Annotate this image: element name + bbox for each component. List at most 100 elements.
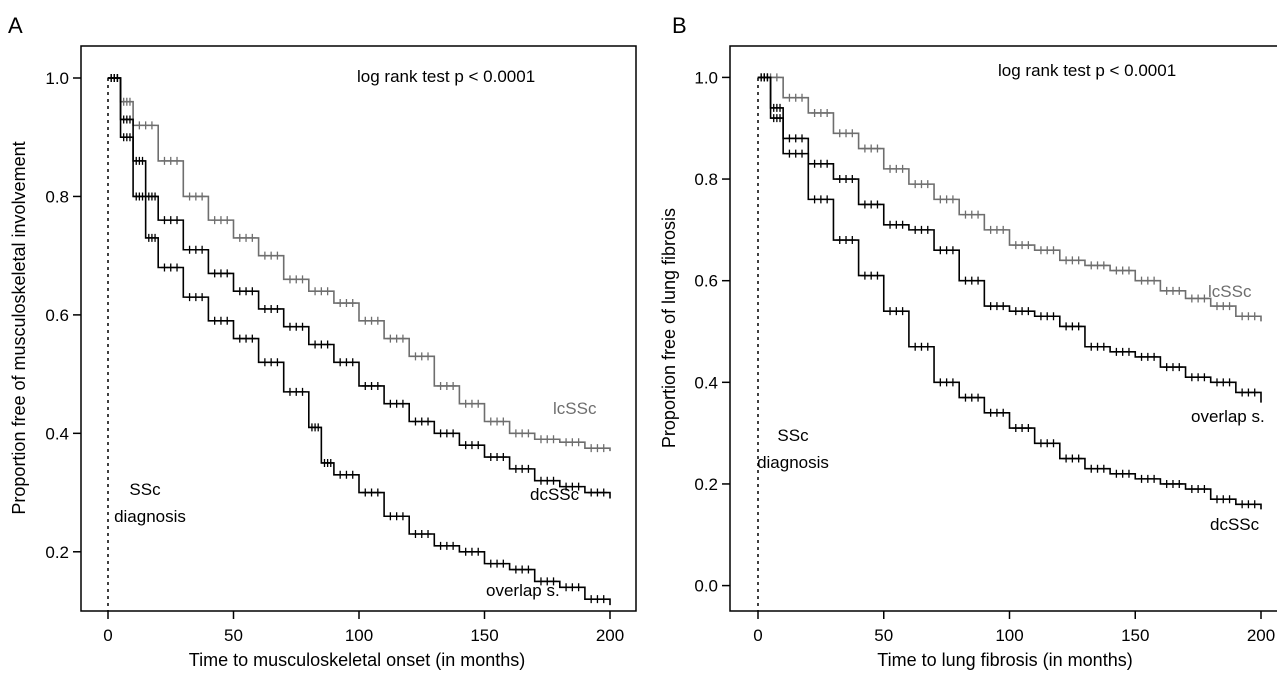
panel-a-x-ticks: 0 50 100 150 200	[103, 611, 624, 645]
panel-a-censor-mark-lcssc	[411, 352, 419, 361]
panel-b-censor-mark-lcssc	[1213, 302, 1221, 311]
panel-b-censor-mark-dcssc	[936, 378, 944, 387]
panel-a-censor-mark-overlap-s	[418, 530, 426, 539]
panel-b-censor-mark-dcssc	[1169, 479, 1177, 488]
panel-a-censor-mark-lcssc	[443, 381, 451, 390]
panel-a-censor-mark-lcssc	[575, 438, 583, 447]
panel-b-censor-mark-lcssc	[1094, 261, 1102, 270]
panel-b-censor-mark-dcssc	[1175, 479, 1183, 488]
panel-b-censor-mark-overlap-s	[848, 175, 856, 184]
panel-b-censor-mark-lcssc	[1226, 302, 1234, 311]
panel-b-censor-mark-dcssc	[1119, 469, 1127, 478]
panel-a-censor-mark-dcssc	[393, 399, 401, 408]
panel-b-censor-mark-lcssc	[811, 108, 819, 117]
panel-a-censor-mark-lcssc	[248, 233, 256, 242]
panel-b-censor-mark-lcssc	[1012, 241, 1020, 250]
panel-a-y-tick-label: 0.2	[45, 543, 69, 562]
panel-a-annotation: log rank test p < 0.0001	[357, 67, 535, 86]
panel-a-censor-mark-dcssc	[468, 441, 476, 450]
panel-b-censor-mark-dcssc	[1238, 500, 1246, 509]
panel-a-censor-mark-dcssc	[399, 399, 407, 408]
panel-a-censor-mark-lcssc	[418, 352, 426, 361]
panel-b-censor-mark-overlap-s	[1150, 352, 1158, 361]
panel-a-censor-mark-dcssc	[600, 488, 608, 497]
panel-b-censor-mark-dcssc	[1188, 485, 1196, 494]
panel-b-censor-mark-dcssc	[943, 378, 951, 387]
panel-b-censor-mark-overlap-s	[836, 175, 844, 184]
panel-a-censor-mark-lcssc	[299, 275, 307, 284]
panel-a-censor-mark-overlap-s	[342, 470, 350, 479]
panel-b-x-ticks: 0 50 100 150 200	[753, 611, 1275, 645]
panel-b-censor-mark-lcssc	[974, 210, 982, 219]
panel-a-censor-mark-overlap-s	[160, 263, 168, 272]
panel-b-censor-mark-lcssc	[892, 164, 900, 173]
panel-a-censor-mark-overlap-s	[186, 293, 194, 302]
panel-a-censor-mark-overlap-s	[314, 423, 322, 432]
panel-a-censor-mark-overlap-s	[386, 512, 394, 521]
panel-a-x-tick-label: 100	[345, 626, 373, 645]
panel-a-censor-mark-overlap-s	[198, 293, 206, 302]
panel-b-censor-mark-overlap-s	[1213, 378, 1221, 387]
panel-b-censor-mark-lcssc	[1163, 286, 1171, 295]
panel-a-censor-mark-overlap-s	[524, 565, 532, 574]
panel-b-censor-mark-lcssc	[836, 129, 844, 138]
panel-a-y-tick-label: 0.6	[45, 306, 69, 325]
panel-a-legend-overlap: overlap s.	[486, 581, 560, 600]
panel-a-censor-mark-overlap-s	[600, 595, 608, 604]
panel-b-censor-mark-dcssc	[785, 149, 793, 158]
panel-b-legend-overlap: overlap s.	[1191, 407, 1265, 426]
panel-b-censor-mark-lcssc	[1043, 246, 1051, 255]
panel-b-censor-mark-lcssc	[1200, 294, 1208, 303]
panel-a-censor-mark-overlap-s	[236, 334, 244, 343]
panel-b-censor-mark-overlap-s	[1100, 342, 1108, 351]
panel-b-letter: B	[672, 13, 687, 38]
panel-b-censor-mark-dcssc	[1087, 464, 1095, 473]
panel-a-censor-mark-lcssc	[148, 121, 156, 130]
panel-a-censor-mark-dcssc	[411, 417, 419, 426]
panel-b-censor-mark-overlap-s	[1226, 378, 1234, 387]
panel-b-censor-mark-lcssc	[1169, 286, 1177, 295]
panel-b-censor-mark-overlap-s	[1075, 322, 1083, 331]
panel-b-censor-mark-overlap-s	[867, 200, 875, 209]
panel-a-censor-mark-lcssc	[135, 121, 143, 130]
panel-a-censor-mark-overlap-s	[336, 470, 344, 479]
panel-b-censor-mark-overlap-s	[968, 276, 976, 285]
panel-b-censor-mark-lcssc	[1150, 276, 1158, 285]
panel-b-censor-mark-dcssc	[817, 195, 825, 204]
panel-b-censor-mark-overlap-s	[1244, 388, 1252, 397]
panel-a-censor-mark-lcssc	[267, 251, 275, 260]
panel-b-censor-mark-overlap-s	[999, 302, 1007, 311]
panel-a-censor-mark-overlap-s	[587, 595, 595, 604]
panel-a-censor-mark-lcssc	[361, 316, 369, 325]
panel-a-censor-mark-dcssc	[562, 482, 570, 491]
panel-a-censor-mark-lcssc	[543, 435, 551, 444]
panel-b-censor-mark-overlap-s	[1012, 307, 1020, 316]
panel-a-censor-mark-lcssc	[493, 417, 501, 426]
panel-a-censor-mark-overlap-s	[474, 547, 482, 556]
panel-b-censor-mark-lcssc	[886, 164, 894, 173]
panel-a-censor-mark-dcssc	[537, 476, 545, 485]
panel-b-censor-mark-lcssc	[1024, 241, 1032, 250]
panel-a-censor-mark-lcssc	[537, 435, 545, 444]
panel-b-censor-mark-overlap-s	[1087, 342, 1095, 351]
panel-b-censor-mark-dcssc	[792, 149, 800, 158]
panel-a-censor-mark-lcssc	[167, 156, 175, 165]
panel-a-y-tick-label: 1.0	[45, 69, 69, 88]
panel-b-censor-mark-lcssc	[911, 180, 919, 189]
panel-b-censor-mark-overlap-s	[792, 134, 800, 143]
panel-b-censor-mark-dcssc	[763, 73, 771, 82]
panel-a-y-axis-label: Proportion free of musculoskeletal invol…	[9, 141, 29, 514]
panel-b-censor-mark-dcssc	[861, 271, 869, 280]
panel-b-censor-mark-overlap-s	[1112, 347, 1120, 356]
panel-a-censor-mark-overlap-s	[374, 488, 382, 497]
panel-b-censor-mark-lcssc	[993, 225, 1001, 234]
panel-b-censor-mark-dcssc	[1100, 464, 1108, 473]
panel-a-letter: A	[8, 13, 23, 38]
panel-a-censor-mark-dcssc	[424, 417, 432, 426]
panel-a-censor-mark-lcssc	[317, 287, 325, 296]
panel-b-censor-mark-lcssc	[785, 93, 793, 102]
panel-b-censor-mark-overlap-s	[899, 220, 907, 229]
panel-b-censor-mark-dcssc	[949, 378, 957, 387]
panel-a-censor-mark-dcssc	[311, 340, 319, 349]
